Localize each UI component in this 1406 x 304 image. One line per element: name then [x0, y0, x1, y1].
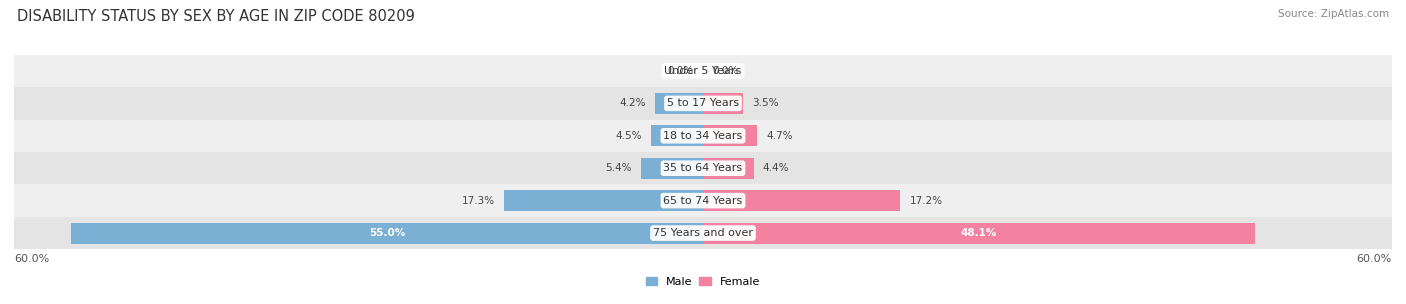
Bar [14, 119, 1392, 152]
Bar [651, 125, 703, 146]
Bar [14, 152, 1392, 185]
Text: 18 to 34 Years: 18 to 34 Years [664, 131, 742, 141]
Legend: Male, Female: Male, Female [647, 277, 759, 287]
Text: 65 to 74 Years: 65 to 74 Years [664, 196, 742, 206]
Text: 17.3%: 17.3% [463, 196, 495, 206]
Bar [14, 217, 1392, 249]
Text: 3.5%: 3.5% [752, 98, 779, 108]
Text: 4.5%: 4.5% [616, 131, 643, 141]
Bar [703, 190, 900, 211]
Bar [703, 158, 754, 179]
Text: 4.7%: 4.7% [766, 131, 793, 141]
Text: 17.2%: 17.2% [910, 196, 943, 206]
Bar [703, 223, 1256, 244]
Text: DISABILITY STATUS BY SEX BY AGE IN ZIP CODE 80209: DISABILITY STATUS BY SEX BY AGE IN ZIP C… [17, 9, 415, 24]
Text: 4.4%: 4.4% [762, 163, 789, 173]
Bar [14, 185, 1392, 217]
Text: Source: ZipAtlas.com: Source: ZipAtlas.com [1278, 9, 1389, 19]
Text: 4.2%: 4.2% [619, 98, 645, 108]
Text: 48.1%: 48.1% [960, 228, 997, 238]
Bar [703, 93, 744, 114]
Text: 0.0%: 0.0% [668, 66, 693, 76]
Text: 35 to 64 Years: 35 to 64 Years [664, 163, 742, 173]
Bar [14, 87, 1392, 119]
Text: 60.0%: 60.0% [14, 254, 49, 264]
Text: Under 5 Years: Under 5 Years [665, 66, 741, 76]
Text: 0.0%: 0.0% [713, 66, 738, 76]
Bar [72, 223, 703, 244]
Bar [14, 55, 1392, 87]
Text: 60.0%: 60.0% [1357, 254, 1392, 264]
Bar [641, 158, 703, 179]
Text: 5 to 17 Years: 5 to 17 Years [666, 98, 740, 108]
Bar [655, 93, 703, 114]
Text: 5.4%: 5.4% [606, 163, 631, 173]
Bar [703, 125, 756, 146]
Text: 55.0%: 55.0% [370, 228, 405, 238]
Text: 75 Years and over: 75 Years and over [652, 228, 754, 238]
Bar [505, 190, 703, 211]
